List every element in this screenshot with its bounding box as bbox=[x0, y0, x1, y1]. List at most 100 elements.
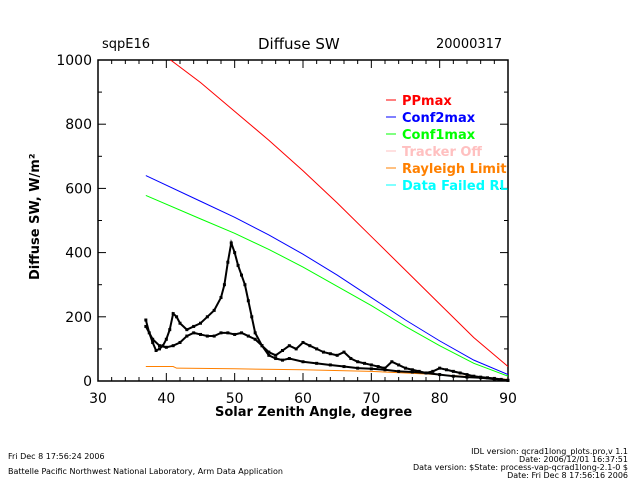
measured-data-point bbox=[267, 350, 271, 354]
measured-data-lower-point bbox=[492, 377, 496, 381]
measured-data-lower-point bbox=[158, 344, 161, 348]
measured-data-lower-point bbox=[274, 357, 278, 361]
footer-idl-version: IDL version: qcrad1long_plots.pro,v 1.1 bbox=[471, 447, 628, 456]
measured-data-lower-point bbox=[164, 345, 168, 349]
measured-data-point bbox=[253, 331, 257, 335]
measured-data-point bbox=[236, 263, 240, 267]
measured-data-lower-point bbox=[287, 357, 291, 361]
measured-data-lower-point bbox=[144, 324, 148, 328]
measured-data-point bbox=[229, 241, 233, 245]
measured-data-point bbox=[243, 283, 247, 287]
measured-data-lower-point bbox=[479, 376, 483, 380]
measured-data-lower-point bbox=[356, 366, 360, 370]
measured-data-point bbox=[185, 328, 189, 332]
chart-title: Diffuse SW bbox=[258, 35, 340, 53]
measured-data-lower-point bbox=[233, 332, 237, 336]
measured-data-point bbox=[356, 360, 360, 364]
measured-data-point bbox=[472, 374, 476, 378]
site-label: sqpE16 bbox=[102, 37, 151, 52]
measured-data-point bbox=[144, 318, 148, 322]
measured-data-point bbox=[175, 315, 179, 319]
series-conf1max bbox=[145, 195, 508, 377]
x-tick-label: 40 bbox=[157, 391, 175, 407]
measured-data-lower-point bbox=[219, 331, 223, 335]
measured-data-lower-point bbox=[226, 331, 230, 335]
measured-data-lower-point bbox=[240, 331, 243, 335]
measured-data-point bbox=[250, 315, 254, 319]
measured-data-point bbox=[178, 321, 182, 325]
measured-data-point bbox=[315, 347, 319, 351]
measured-data-lower-point bbox=[328, 363, 332, 367]
measured-data-line bbox=[144, 239, 508, 381]
measured-data-lower-point bbox=[315, 361, 319, 365]
measured-data-point bbox=[151, 340, 155, 344]
measured-data-point bbox=[240, 273, 243, 277]
measured-data-point bbox=[192, 324, 196, 328]
measured-data-lower-point bbox=[342, 365, 346, 369]
measured-data-point bbox=[335, 353, 339, 357]
x-tick-label: 50 bbox=[226, 391, 244, 407]
measured-data-point bbox=[212, 308, 216, 312]
measured-data-point bbox=[287, 344, 291, 348]
measured-data-lower-point bbox=[171, 344, 175, 348]
measured-data-point bbox=[233, 251, 237, 255]
measured-data-point bbox=[164, 337, 168, 341]
footer-data-date: Date: Fri Dec 8 17:56:16 2006 bbox=[507, 471, 628, 480]
measured-data-point bbox=[222, 283, 226, 287]
measured-data-point bbox=[168, 328, 172, 332]
y-tick-label: 1000 bbox=[56, 53, 92, 69]
measured-data-point bbox=[410, 368, 414, 372]
measured-data-lower-point bbox=[199, 332, 202, 336]
measured-data-point bbox=[397, 363, 401, 367]
measured-data-point bbox=[294, 347, 298, 351]
x-tick-label: 60 bbox=[294, 391, 312, 407]
measured-data-lower-point bbox=[397, 369, 401, 373]
measured-data-lower-point bbox=[267, 353, 271, 357]
series-ppmax bbox=[169, 60, 508, 367]
x-tick-label: 90 bbox=[499, 391, 517, 407]
y-tick-label: 400 bbox=[65, 246, 92, 262]
measured-data-lower-point bbox=[301, 360, 305, 364]
measured-data-lower-point bbox=[253, 337, 257, 341]
legend-label: Rayleigh Limit bbox=[402, 162, 507, 177]
measured-data-lower-point bbox=[410, 370, 414, 374]
measured-data-point bbox=[328, 352, 332, 356]
y-tick-label: 600 bbox=[65, 181, 92, 197]
measured-data-point bbox=[445, 368, 448, 372]
measured-data-lower-point bbox=[369, 367, 373, 371]
measured-data-point bbox=[154, 349, 158, 353]
measured-data-lower-point bbox=[383, 368, 387, 372]
measured-data-point bbox=[369, 363, 373, 367]
x-tick-label: 70 bbox=[362, 391, 380, 407]
measured-data-lower-point bbox=[281, 358, 284, 362]
measured-data-point bbox=[465, 373, 469, 377]
measured-data-point bbox=[451, 369, 455, 373]
measured-data-lower-point bbox=[151, 337, 155, 341]
legend-label: Tracker Off bbox=[402, 145, 482, 160]
measured-data-point bbox=[417, 369, 421, 373]
footer-timestamp: Fri Dec 8 17:56:24 2006 bbox=[8, 452, 105, 461]
measured-data-point bbox=[376, 365, 380, 369]
measured-data-point bbox=[438, 366, 442, 370]
measured-data-point bbox=[158, 347, 161, 351]
x-tick-label: 80 bbox=[431, 391, 449, 407]
y-tick-label: 800 bbox=[65, 117, 92, 133]
measured-data-lower-point bbox=[424, 371, 428, 375]
measured-data-lower-point bbox=[212, 334, 216, 338]
measured-data-point bbox=[342, 350, 346, 354]
measured-data-lower-point bbox=[260, 344, 264, 348]
measured-data-point bbox=[226, 260, 230, 264]
x-tick-label: 30 bbox=[89, 391, 107, 407]
measured-data-lower-point bbox=[185, 334, 189, 338]
measured-data-lower-point bbox=[246, 334, 250, 338]
footer-idl-date: Date: 2006/12/01 16:37:51 bbox=[519, 455, 628, 464]
y-tick-label: 0 bbox=[83, 374, 92, 390]
legend-label: PPmax bbox=[402, 94, 452, 109]
measured-data-lower-point bbox=[205, 334, 209, 338]
measured-data-point bbox=[301, 340, 305, 344]
legend-label: Data Failed RL bbox=[402, 179, 508, 194]
footer-lab: Battelle Pacific Northwest National Labo… bbox=[8, 467, 283, 476]
legend-label: Conf1max bbox=[402, 128, 476, 143]
